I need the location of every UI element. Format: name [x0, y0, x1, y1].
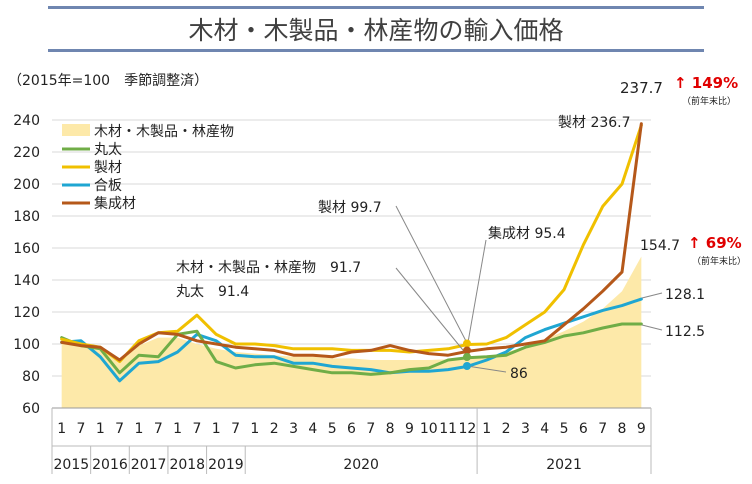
annotation-shuseizai: 集成材 95.4	[488, 225, 566, 242]
legend-label: 木材・木製品・林産物	[94, 124, 234, 140]
x-tick-label: 1	[173, 421, 182, 437]
x-tick-label: 7	[366, 421, 375, 437]
marker-seizai	[463, 339, 471, 348]
x-tick-label: 4	[540, 421, 549, 437]
x-tick-label: 1	[57, 421, 66, 437]
y-tick-label: 220	[13, 145, 40, 161]
x-tick-label: 4	[308, 421, 317, 437]
line-series	[60, 122, 643, 383]
y-tick-label: 200	[13, 177, 40, 193]
x-tick-label: 1	[250, 421, 259, 437]
x-tick-label: 2	[270, 421, 279, 437]
growth-149: ↑ 149%	[674, 74, 738, 92]
x-tick-label: 7	[77, 421, 86, 437]
legend-label: 合板	[94, 178, 122, 194]
annotation-seizai-end: 製材 236.7	[558, 115, 631, 131]
y-tick-label: 180	[13, 209, 40, 225]
annotation-gohan-end: 128.1	[665, 287, 705, 303]
leader-line	[466, 365, 507, 373]
series-line-丸太	[60, 322, 643, 376]
x-tick-label: 7	[598, 421, 607, 437]
x-tick-label: 12	[459, 421, 477, 437]
legend-label: 製材	[94, 160, 122, 176]
y-tick-label: 160	[13, 241, 40, 257]
x-tick-label: 8	[618, 421, 627, 437]
series-line-集成材	[60, 122, 643, 362]
leader-line	[395, 267, 468, 356]
x-tick-label: 1	[134, 421, 143, 437]
annotation-gohan: 86	[510, 366, 528, 382]
leader-line	[641, 292, 663, 299]
x-tick-label: 5	[328, 421, 337, 437]
year-label: 2019	[208, 457, 244, 473]
year-label: 2017	[131, 457, 167, 473]
series-line-合板	[60, 297, 643, 383]
x-tick-label: 1	[482, 421, 491, 437]
x-tick-label: 6	[579, 421, 588, 437]
marker-maruta	[463, 353, 471, 361]
chart-title: 木材・木製品・林産物の輸入価格	[48, 6, 704, 52]
x-tick-label: 11	[439, 421, 457, 437]
y-tick-label: 80	[22, 369, 40, 385]
year-label: 2015	[54, 457, 90, 473]
x-tick-label: 2	[502, 421, 511, 437]
leader-line	[466, 239, 487, 349]
x-tick-label: 8	[386, 421, 395, 437]
annotation-seizai: 製材 99.7	[318, 200, 382, 216]
y-tick-label: 120	[13, 305, 40, 321]
x-tick-label: 7	[192, 421, 201, 437]
yoy-note-1: （前年末比）	[682, 95, 736, 107]
annotation-shuseizai-end: 237.7	[620, 79, 663, 97]
x-tick-label: 7	[154, 421, 163, 437]
legend-label: 集成材	[94, 195, 136, 212]
x-tick-label: 7	[115, 421, 124, 437]
x-tick-label: 6	[347, 421, 356, 437]
y-axis: 60 80 100 120 140 160 180 200 220 240	[13, 113, 40, 417]
x-tick-label: 9	[637, 421, 646, 437]
annotation-mokuzai-end: 154.7	[640, 238, 680, 254]
y-tick-label: 100	[13, 337, 40, 353]
year-label: 2016	[92, 457, 128, 473]
annotation-mokuzai: 木材・木製品・林産物 91.7	[176, 260, 361, 276]
x-tick-label: 1	[212, 421, 221, 437]
year-label: 2018	[169, 457, 205, 473]
growth-69: ↑ 69%	[688, 234, 742, 252]
annotations: 製材 99.7 集成材 95.4 木材・木製品・林産物 91.7 丸太 91.4…	[176, 74, 746, 382]
x-tick-label: 10	[420, 421, 438, 437]
x-tick-label: 5	[560, 421, 569, 437]
y-tick-label: 60	[22, 401, 40, 417]
yoy-note-2: （前年末比）	[692, 255, 746, 267]
x-tick-label: 7	[231, 421, 240, 437]
x-tick-label: 9	[405, 421, 414, 437]
x-tick-label: 3	[521, 421, 530, 437]
chart-subtitle: （2015年=100 季節調整済）	[8, 73, 209, 89]
marker-shuseizai	[463, 346, 471, 355]
y-tick-label: 240	[13, 113, 40, 129]
annotation-maruta: 丸太 91.4	[176, 284, 249, 300]
x-tick-label: 1	[96, 421, 105, 437]
legend-label: 丸太	[94, 142, 122, 158]
marker-gohan	[463, 362, 471, 370]
year-label: 2021	[546, 457, 582, 473]
leader-line	[641, 324, 663, 331]
y-tick-label: 140	[13, 273, 40, 289]
x-tick-label: 3	[289, 421, 298, 437]
year-label: 2020	[343, 457, 379, 473]
legend-swatch	[62, 124, 90, 136]
annotation-maruta-end: 112.5	[665, 324, 705, 340]
leader-line	[395, 205, 468, 344]
